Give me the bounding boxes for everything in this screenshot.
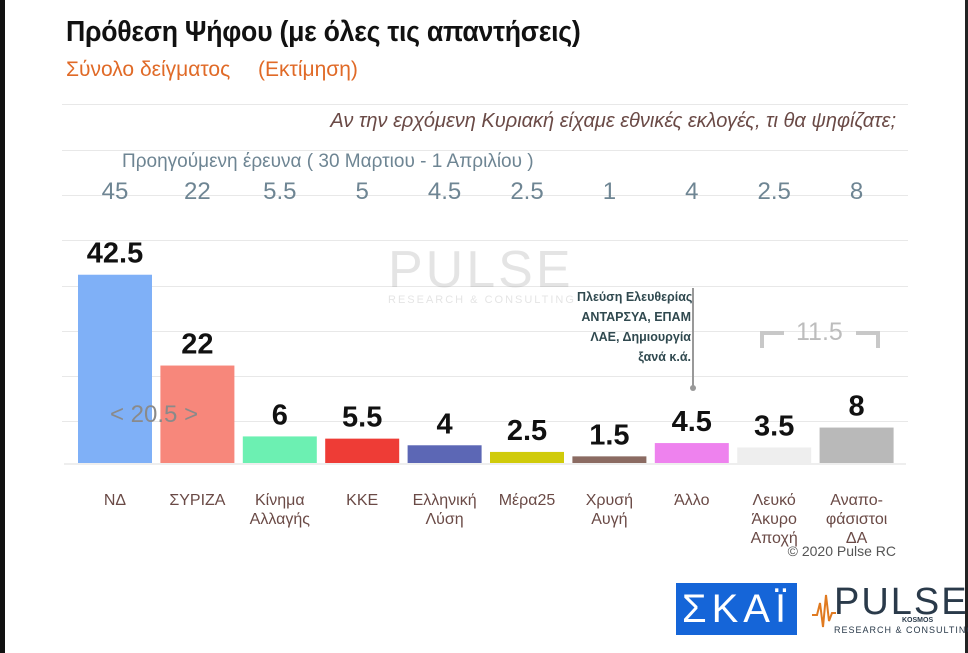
grid-line [62,376,908,377]
watermark-text: PULSE [388,241,574,299]
other-note-line: ξανά κ.ά. [638,350,691,364]
bar [78,274,152,463]
bar [572,456,647,463]
grid-line [62,150,908,151]
gap-bracket-right [856,331,880,348]
grid-line [62,240,908,241]
category-label: ΣΥΡΙΖΑ [154,491,240,510]
category-label-line: Άλλο [674,492,710,509]
grid-line [62,286,908,287]
category-label-line: ΝΔ [103,492,127,509]
bar-value-label: 1.5 [589,419,629,451]
previous-value: 4 [685,178,699,205]
other-note-line: ΛΑΕ, Δημιουργία [590,330,691,344]
bar [160,365,235,463]
previous-value: 5 [355,178,369,205]
category-label: Αναπο-φάσιστοι ΔΑ [814,491,900,548]
category-label-line: Αυγή [591,511,628,528]
category-label: Άλλο [649,491,735,510]
other-note-line: Πλεύση Ελευθερίας [577,290,693,304]
left-border [0,0,5,653]
previous-survey-label: Προηγούμενη έρευνα ( 30 Μαρτιου - 1 Απρι… [122,151,534,172]
previous-value: 22 [184,178,211,205]
previous-value: 45 [101,178,129,205]
skai-logo: ΣΚΑΪ [676,583,797,635]
grid-line [62,421,908,422]
previous-value: 2.5 [510,178,544,205]
previous-value: 2.5 [757,178,791,205]
bar-value-label: 4.5 [672,406,712,438]
bar [654,443,729,463]
category-label-line: Χρυσή [585,492,634,509]
bar [325,438,400,463]
grid-line [62,331,908,332]
survey-question: Αν την ερχόμενη Κυριακή είχαμε εθνικές ε… [330,110,896,132]
watermark-sub: RESEARCH & CONSULTING [388,294,576,306]
pulse-logo: PULSE KOSMOS RESEARCH & CONSULTING [812,581,968,635]
category-label-line: Κίνημα [255,492,305,509]
category-label-line: Αποχή [750,530,798,547]
category-label: Μέρα25 [484,491,570,510]
subtitle-sample: Σύνολο δείγματος [66,58,231,81]
bar-value-label: 22 [181,329,213,361]
right-border [965,0,968,653]
pulse-logo-sub: RESEARCH & CONSULTING [834,625,968,635]
category-label-line: Λευκό [752,492,796,509]
bar [490,451,564,463]
category-label-line: Άκυρο [751,511,797,528]
category-label: ΚΚΕ [319,491,405,510]
grid-line [62,195,908,196]
previous-value: 1 [602,178,617,205]
copyright: © 2020 Pulse RC [787,543,896,559]
category-label-line: ΔΑ [845,530,868,547]
bar [242,436,317,463]
category-label: ΝΔ [72,491,158,510]
bar [819,427,894,463]
pulse-logo-kosmos: KOSMOS [902,617,934,624]
gap-bracket-left [760,331,784,348]
bar-value-label: 5.5 [342,402,382,434]
pulse-logo-text: PULSE [834,581,968,623]
other-note-connector-dot [690,385,696,391]
subtitle-estimate: (Εκτίμηση) [258,58,358,81]
pulse-watermark: PULSE RESEARCH & CONSULTING [388,240,576,306]
category-label-line: ΚΚΕ [346,492,379,509]
category-label: Λευκό Άκυρο Αποχή [731,491,817,548]
chart-subtitle: Σύνολο δείγματος (Εκτίμηση) [66,58,380,82]
category-label: Ελληνική Λύση [402,491,488,529]
previous-value: 5.5 [263,178,297,205]
category-label: Χρυσή Αυγή [566,491,652,529]
bar-value-label: 2.5 [507,415,547,447]
category-label-line: Μέρα25 [498,492,556,509]
other-note: Πλεύση Ελευθερίας ΑΝΤΑΡΣΥΑ, ΕΠΑΜ ΛΑΕ, Δη… [577,287,693,367]
chart-title: Πρόθεση Ψήφου (με όλες τις απαντήσεις) [66,16,581,48]
bar-value-label: 3.5 [754,410,794,442]
bar [407,445,482,463]
category-label-line: φάσιστοι [825,511,888,528]
previous-value: 8 [849,178,864,205]
category-label-line: Αναπο- [830,492,883,509]
category-label-line: ΣΥΡΙΖΑ [169,492,226,509]
category-label-line: Λύση [425,511,464,528]
bar-value-label: 8 [849,391,865,423]
grid-line [62,104,908,105]
category-label-line: Ελληνική [412,492,477,509]
bar-value-label: 6 [272,399,288,431]
bar [737,447,812,463]
gap-annotation-left: < 20.5 > [110,401,199,428]
category-label-line: Αλλαγής [249,511,310,528]
bar-value-label: 4 [437,408,453,440]
other-note-line: ΑΝΤΑΡΣΥΑ, ΕΠΑΜ [581,310,691,324]
previous-value: 4.5 [427,178,462,205]
gap-annotation-right: 11.5 [796,318,843,346]
bar-value-label: 42.5 [87,238,143,270]
category-label: Κίνημα Αλλαγής [237,491,323,529]
pulse-wave-icon [812,594,836,628]
